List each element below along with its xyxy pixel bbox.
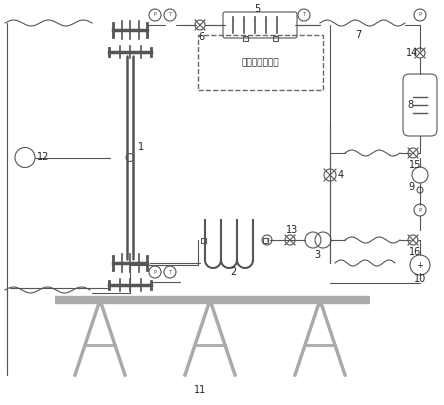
Text: 12: 12 — [37, 153, 49, 162]
Bar — [242, 36, 247, 41]
Bar — [201, 237, 206, 243]
Bar — [273, 36, 278, 41]
Text: P: P — [153, 13, 157, 17]
Text: 2: 2 — [230, 267, 236, 277]
Text: 14: 14 — [406, 48, 418, 58]
Text: T: T — [266, 237, 269, 243]
Text: 11: 11 — [194, 385, 206, 395]
Text: P: P — [153, 269, 157, 275]
Text: 9: 9 — [408, 182, 414, 192]
Text: T: T — [302, 13, 305, 17]
Bar — [198, 35, 323, 90]
Text: 13: 13 — [286, 225, 298, 235]
Text: 4: 4 — [338, 170, 344, 180]
Text: 7: 7 — [355, 30, 361, 40]
Text: P: P — [418, 13, 422, 17]
Text: 8: 8 — [407, 100, 413, 110]
Text: 3: 3 — [314, 250, 320, 260]
Text: 5: 5 — [254, 4, 260, 14]
Text: 二次偶冷凝系统: 二次偶冷凝系统 — [242, 58, 279, 67]
Text: 16: 16 — [409, 247, 421, 257]
Text: P: P — [418, 207, 422, 213]
Text: 6: 6 — [198, 32, 204, 42]
Text: 10: 10 — [414, 274, 426, 284]
Text: T: T — [168, 269, 172, 275]
Text: +: + — [416, 260, 424, 269]
Text: 1: 1 — [138, 143, 144, 153]
Text: 15: 15 — [409, 160, 421, 170]
Text: T: T — [168, 13, 172, 17]
Bar — [262, 237, 267, 243]
